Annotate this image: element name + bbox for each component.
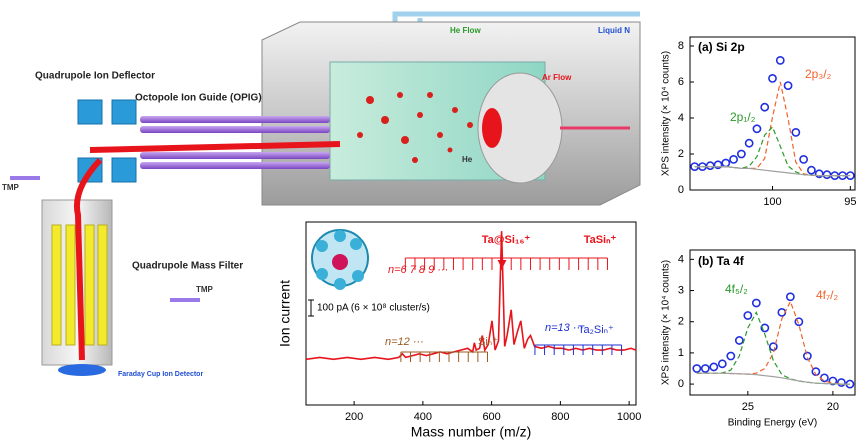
annotation: Siₙ⁺ xyxy=(478,336,498,348)
data-point xyxy=(726,351,736,361)
data-point xyxy=(717,359,727,369)
data-point xyxy=(775,56,785,65)
y-axis-label: XPS intensity (× 10⁴ counts) xyxy=(661,260,672,385)
data-point xyxy=(794,317,804,327)
data-point xyxy=(752,124,762,134)
data-point xyxy=(713,160,723,170)
data-point xyxy=(721,158,731,168)
data-point xyxy=(799,154,809,164)
data-point xyxy=(791,127,801,137)
apparatus: Quadrupole Ion Deflector Octopole Ion Gu… xyxy=(2,11,641,378)
series-label: 2p₃/₂ xyxy=(805,67,832,81)
panel-title: (a) Si 2p xyxy=(698,40,745,54)
annotation: n=13 ··· xyxy=(545,322,584,334)
plot-frame xyxy=(689,249,856,396)
data-point xyxy=(783,81,793,90)
clusters xyxy=(357,92,473,163)
y-tick-label: 2 xyxy=(678,316,684,328)
label: Quadrupole Ion Deflector xyxy=(35,71,155,82)
x-tick-label: 200 xyxy=(345,411,363,423)
label: Quadrupole Mass Filter xyxy=(132,261,243,272)
label: He xyxy=(462,155,473,164)
annotation: TaSiₙ⁺ xyxy=(584,234,617,246)
filtered-beam xyxy=(74,157,103,361)
label: Liquid N xyxy=(598,26,630,35)
data-point xyxy=(736,149,746,159)
annotation: Ta₂Siₙ⁺ xyxy=(578,324,614,336)
label: Faraday Cup Ion Detector xyxy=(118,371,203,378)
y-tick-label: 0 xyxy=(678,184,684,196)
label: Ar Flow xyxy=(542,73,572,82)
series-line xyxy=(696,372,850,385)
data-point xyxy=(751,298,761,308)
target xyxy=(482,108,502,148)
annotation: Ta@Si₁₆⁺ xyxy=(482,234,531,246)
data-point xyxy=(760,323,770,333)
data-point xyxy=(744,138,754,148)
data-point xyxy=(768,342,778,352)
y-tick-label: 3 xyxy=(678,284,684,296)
deflector xyxy=(77,99,137,183)
data-point xyxy=(836,378,846,387)
label: Octopole Ion Guide (OPIG) xyxy=(135,93,262,104)
x-tick-label: 95 xyxy=(844,196,856,208)
data-point xyxy=(734,336,744,345)
annotation: n=6 7 8 9 ··· xyxy=(388,264,448,276)
data-point xyxy=(768,74,777,83)
y-tick-label: 6 xyxy=(678,76,684,88)
series-label: 4f₅/₂ xyxy=(725,282,748,296)
data-point xyxy=(828,376,838,386)
x-axis-label: Binding Energy (eV) xyxy=(728,418,818,429)
data-point xyxy=(807,165,816,175)
data-point xyxy=(705,161,715,171)
x-axis-label: Mass number (m/z) xyxy=(411,424,532,440)
plot-frame xyxy=(305,221,637,406)
x-tick-label: 800 xyxy=(551,411,569,423)
y-tick-label: 2 xyxy=(678,148,684,160)
y-tick-label: 8 xyxy=(678,40,684,52)
data-point xyxy=(692,364,702,373)
scale-bar xyxy=(308,299,314,317)
data-point xyxy=(729,154,738,164)
x-tick-label: 100 xyxy=(763,196,781,208)
series-line xyxy=(305,231,637,361)
annotation: 100 pA (6 × 10⁸ cluster/s) xyxy=(317,303,430,314)
y-axis-label: Ion current xyxy=(277,280,293,347)
x-tick-label: 600 xyxy=(482,411,500,423)
label: TMP xyxy=(2,183,20,192)
ion-beam xyxy=(89,141,341,153)
y-axis-label: XPS intensity (× 10⁴ counts) xyxy=(661,51,672,176)
data-point xyxy=(802,351,812,361)
data-point xyxy=(814,169,824,179)
cluster-icon xyxy=(311,229,369,290)
y-tick-label: 4 xyxy=(678,253,684,265)
data-point xyxy=(760,102,770,112)
series-line xyxy=(694,166,851,177)
filter-rods xyxy=(51,224,108,346)
x-tick-label: 400 xyxy=(414,411,432,423)
panel-title: (b) Ta 4f xyxy=(698,254,745,268)
data-point xyxy=(819,373,829,383)
y-tick-label: 0 xyxy=(678,378,684,390)
annotation: n=12 ··· xyxy=(385,336,424,348)
y-tick-label: 1 xyxy=(678,347,684,359)
series-label: 2p₁/₂ xyxy=(730,110,756,124)
label: TMP xyxy=(196,285,214,294)
y-tick-label: 4 xyxy=(678,112,684,124)
x-tick-label: 25 xyxy=(742,401,754,413)
data-point xyxy=(743,311,753,320)
x-tick-label: 1000 xyxy=(617,411,641,423)
data-point xyxy=(700,364,710,373)
tmp-arrows xyxy=(10,176,200,302)
data-point xyxy=(822,170,832,180)
faraday-cup xyxy=(58,364,106,376)
data-point xyxy=(709,362,719,372)
x-tick-label: 20 xyxy=(827,401,839,413)
data-point xyxy=(785,292,795,302)
octopole xyxy=(140,116,330,169)
series-label: 4f₇/₂ xyxy=(816,288,838,302)
label: He Flow xyxy=(450,26,481,35)
